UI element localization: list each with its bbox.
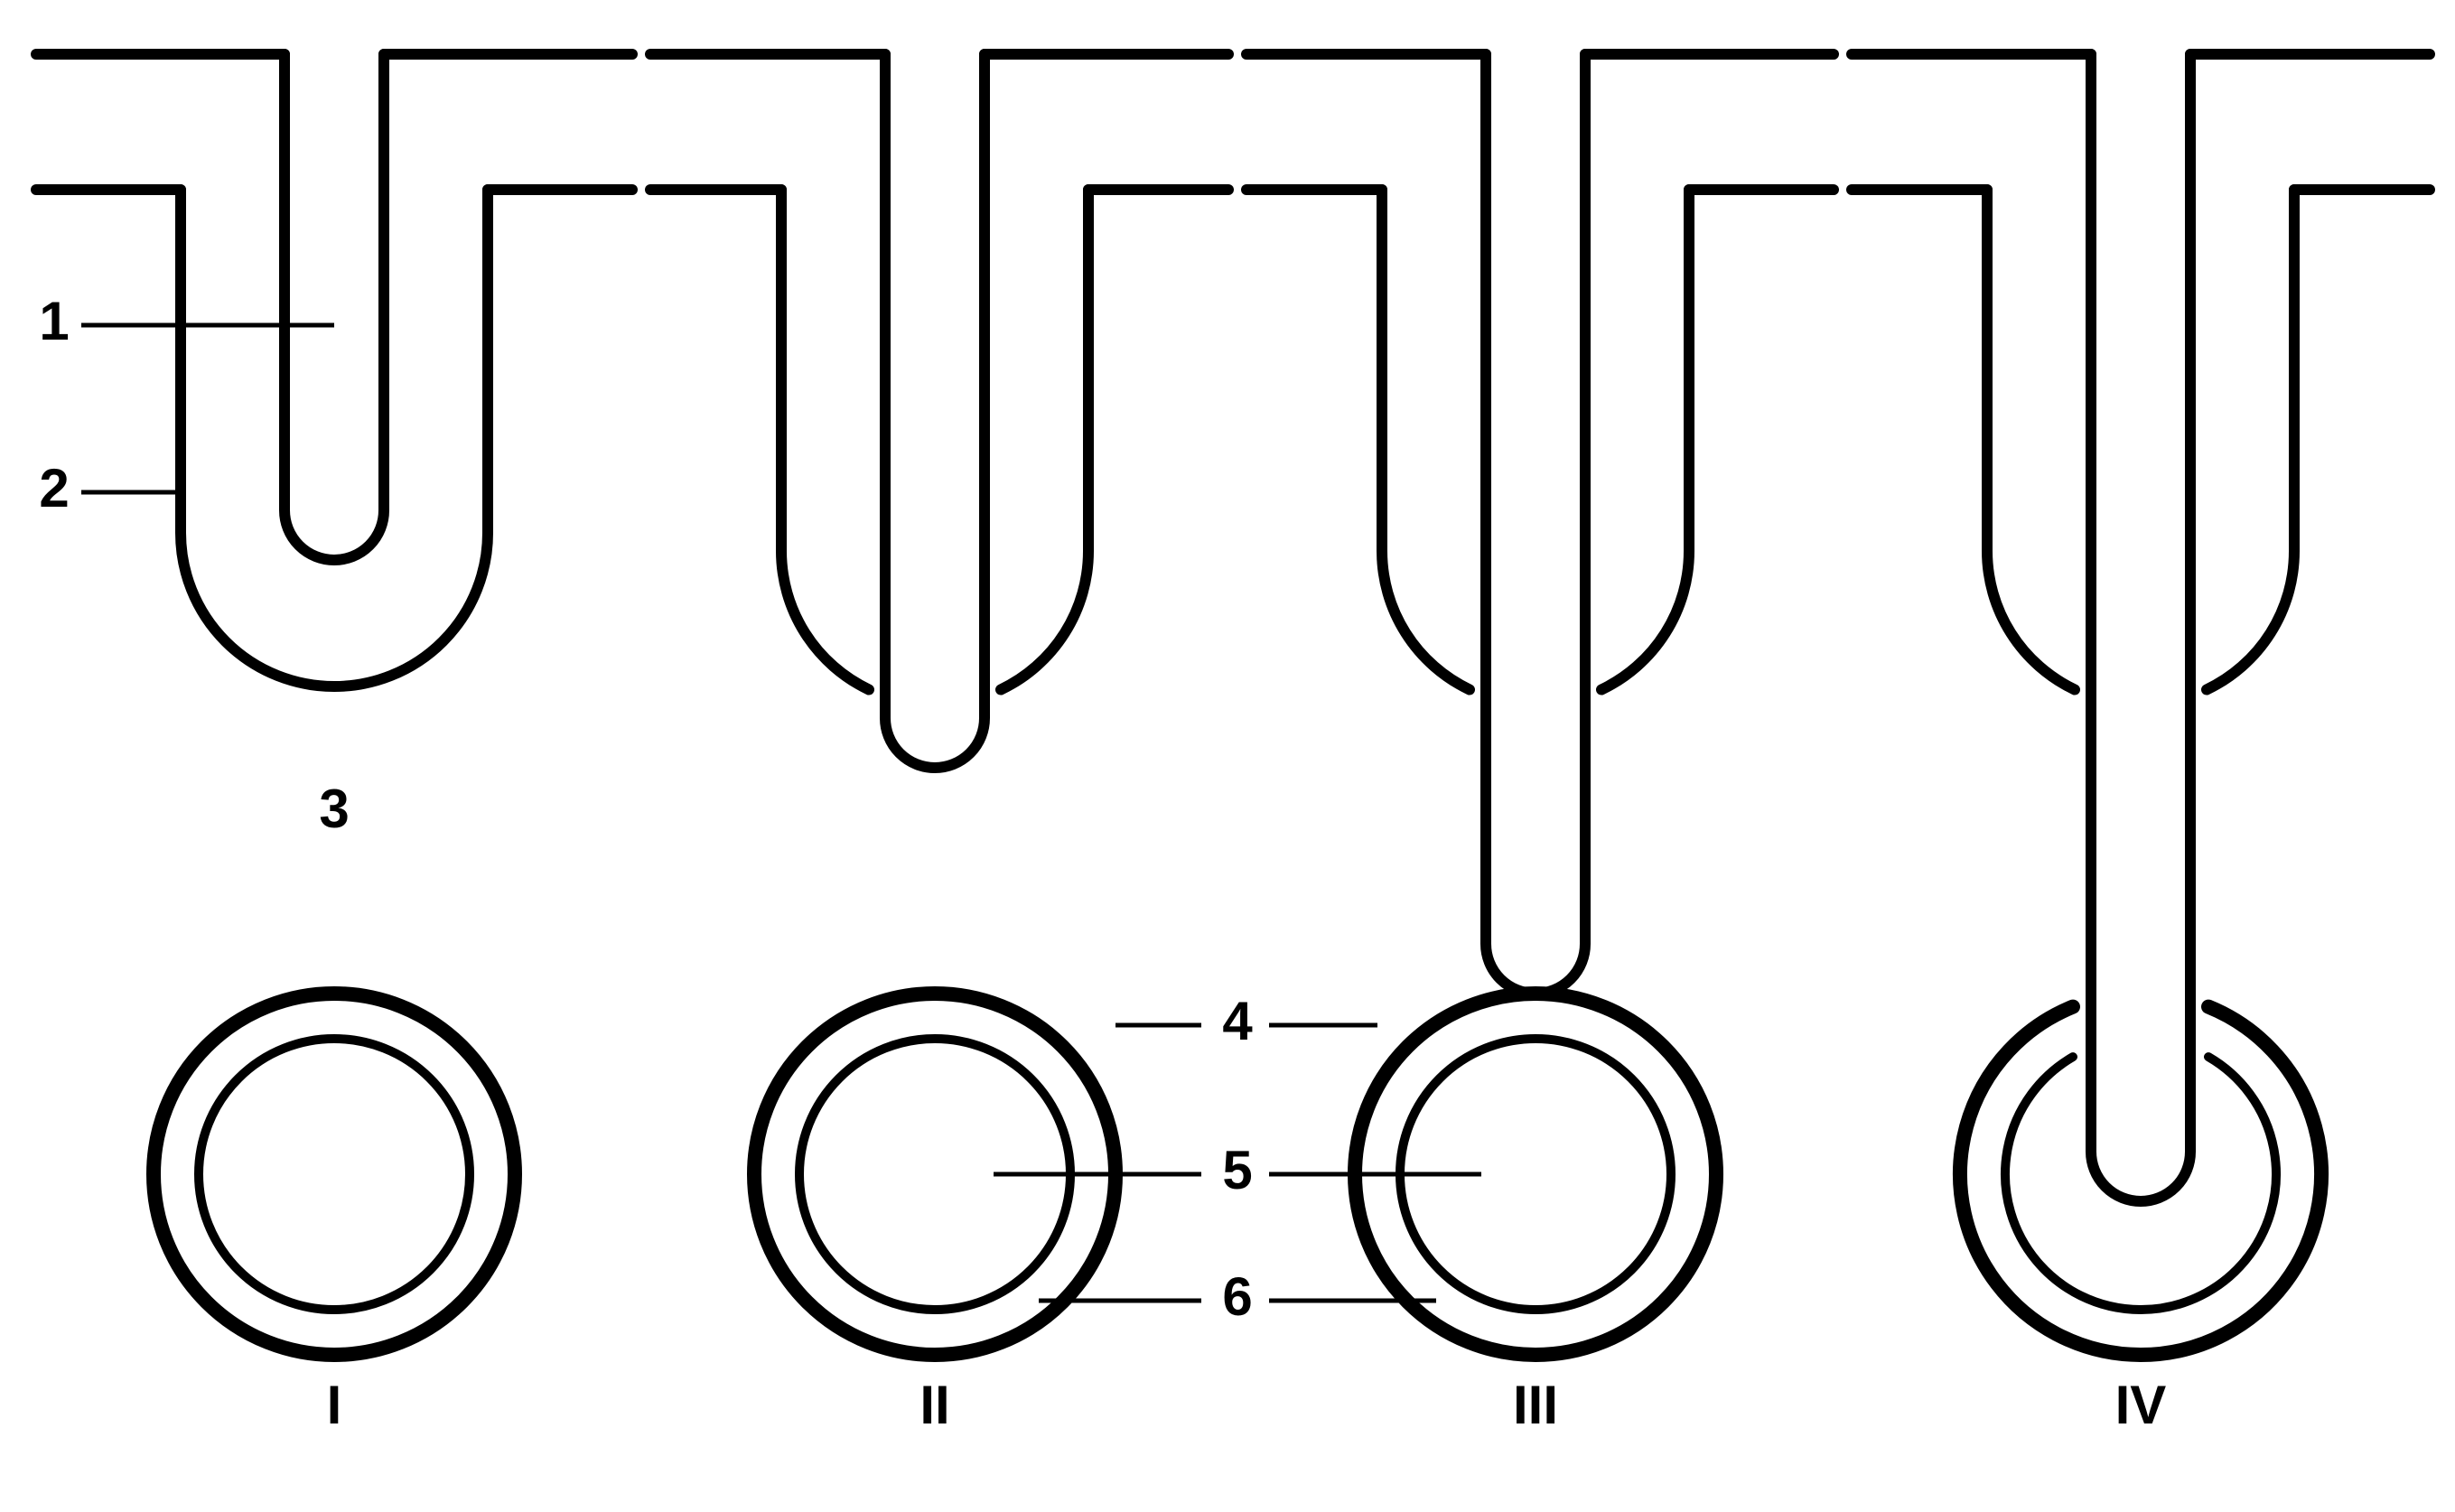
callout-6: 6 [1222, 1266, 1252, 1327]
panel-label-IV: IV [2115, 1375, 2167, 1435]
callout-4: 4 [1222, 991, 1253, 1051]
diagram-svg: IIIIIIIV123456 [0, 0, 2455, 1512]
callout-5: 5 [1222, 1140, 1252, 1200]
callout-1: 1 [39, 291, 69, 351]
callout-2: 2 [39, 458, 69, 518]
panel-label-I: I [327, 1375, 342, 1435]
panel-label-III: III [1513, 1375, 1558, 1435]
callout-3: 3 [319, 779, 349, 839]
panel-label-II: II [919, 1375, 949, 1435]
